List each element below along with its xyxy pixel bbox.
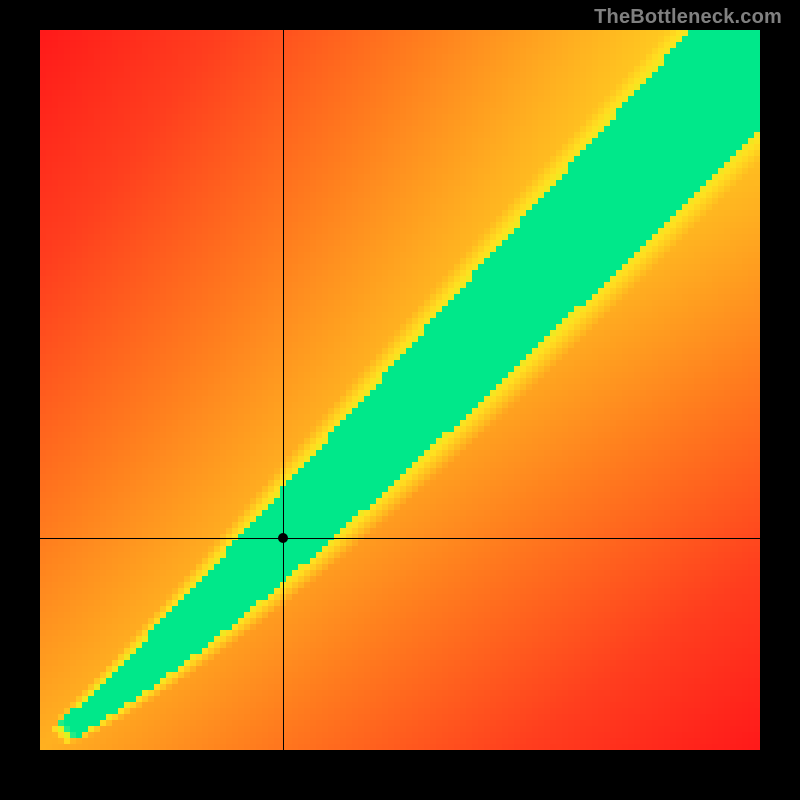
crosshair-horizontal xyxy=(40,538,760,539)
heatmap-canvas xyxy=(40,30,760,750)
watermark-label: TheBottleneck.com xyxy=(594,6,782,29)
bottleneck-heatmap xyxy=(40,30,760,750)
selection-marker[interactable] xyxy=(278,533,288,543)
crosshair-vertical xyxy=(283,30,284,750)
